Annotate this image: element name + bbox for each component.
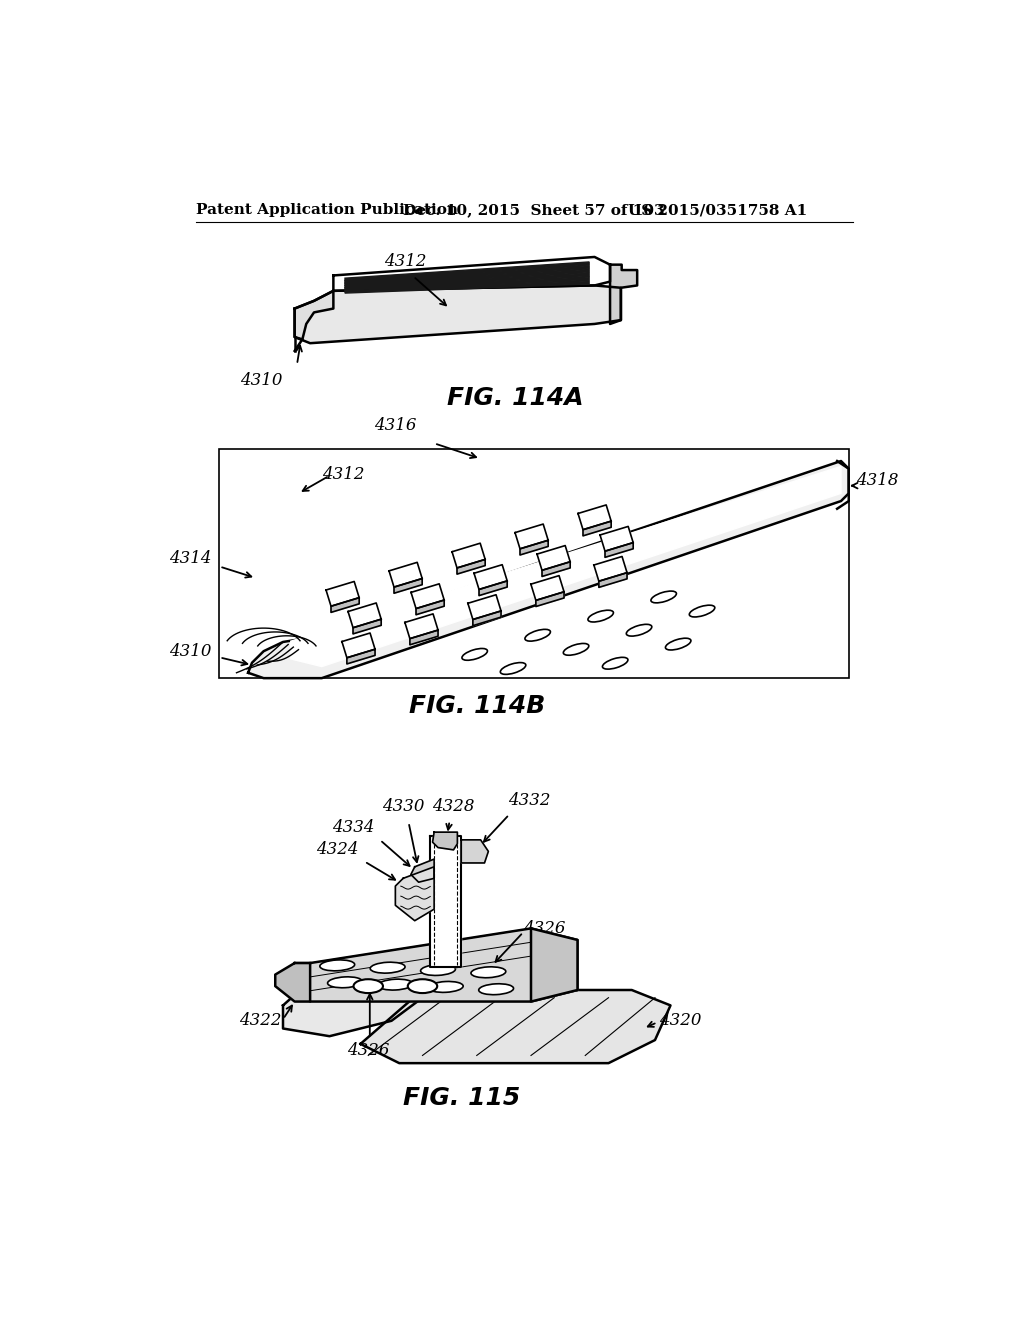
Text: 4314: 4314 [169,550,212,568]
Polygon shape [334,257,610,290]
Polygon shape [360,990,671,1063]
Polygon shape [394,578,422,593]
Text: 4326: 4326 [347,1043,389,1060]
Ellipse shape [478,983,514,995]
Text: Patent Application Publication: Patent Application Publication [197,203,458,216]
Polygon shape [432,832,458,850]
FancyBboxPatch shape [219,449,849,678]
Text: FIG. 114B: FIG. 114B [409,693,545,718]
Text: US 2015/0351758 A1: US 2015/0351758 A1 [628,203,807,216]
Text: 4326: 4326 [523,920,565,937]
Text: 4310: 4310 [169,643,212,660]
Text: 4328: 4328 [432,799,475,816]
Polygon shape [530,576,564,601]
Text: 4316: 4316 [374,417,417,434]
Ellipse shape [353,979,383,993]
Ellipse shape [588,610,613,622]
Polygon shape [345,269,589,286]
Ellipse shape [689,605,715,616]
Polygon shape [345,273,589,288]
Polygon shape [326,582,359,606]
Polygon shape [416,601,444,615]
Polygon shape [610,264,637,323]
Text: 4334: 4334 [332,818,375,836]
Text: 4324: 4324 [316,841,359,858]
Polygon shape [411,859,434,882]
Polygon shape [353,619,381,634]
Ellipse shape [462,648,487,660]
Polygon shape [468,595,501,619]
Text: 4320: 4320 [658,1012,701,1030]
Polygon shape [283,960,438,1036]
Text: Dec. 10, 2015  Sheet 57 of 103: Dec. 10, 2015 Sheet 57 of 103 [403,203,665,216]
Polygon shape [342,634,375,657]
Polygon shape [410,630,438,644]
Polygon shape [291,466,841,667]
Ellipse shape [602,657,628,669]
Polygon shape [345,281,589,293]
Polygon shape [542,562,570,577]
Ellipse shape [328,977,362,987]
Polygon shape [295,928,578,1002]
Polygon shape [331,598,359,612]
Ellipse shape [371,962,406,973]
Polygon shape [347,649,375,664]
Text: FIG. 114A: FIG. 114A [447,385,584,409]
Polygon shape [395,867,434,921]
Ellipse shape [319,960,354,970]
Polygon shape [461,840,488,863]
Polygon shape [430,836,461,966]
Polygon shape [345,261,589,281]
Polygon shape [537,545,570,570]
Ellipse shape [525,630,551,642]
Polygon shape [474,565,507,590]
Ellipse shape [651,591,677,603]
Polygon shape [345,265,589,284]
Ellipse shape [408,979,437,993]
Text: 4312: 4312 [384,253,426,271]
Polygon shape [345,277,589,290]
Polygon shape [600,527,633,552]
Polygon shape [404,614,438,639]
Polygon shape [348,603,381,628]
Ellipse shape [471,966,506,978]
Polygon shape [473,611,501,626]
Text: 4310: 4310 [241,372,283,389]
Polygon shape [531,928,578,1002]
Polygon shape [295,285,621,343]
Text: FIG. 115: FIG. 115 [402,1086,520,1110]
Text: 4332: 4332 [508,792,550,809]
Ellipse shape [501,663,525,675]
Polygon shape [479,581,507,595]
Polygon shape [457,560,485,574]
Polygon shape [594,557,627,581]
Text: 4322: 4322 [239,1012,282,1030]
Polygon shape [411,583,444,609]
Text: 4312: 4312 [322,466,365,483]
Text: 4318: 4318 [856,471,899,488]
Text: 4330: 4330 [382,799,424,816]
Polygon shape [536,591,564,606]
Polygon shape [515,524,548,549]
Polygon shape [605,543,633,557]
Polygon shape [452,544,485,568]
Ellipse shape [421,965,456,975]
Ellipse shape [428,982,463,993]
Ellipse shape [666,638,691,649]
Polygon shape [389,562,422,587]
Polygon shape [520,540,548,554]
Polygon shape [583,521,611,536]
Ellipse shape [627,624,652,636]
Ellipse shape [563,643,589,655]
Polygon shape [599,573,627,587]
Ellipse shape [378,979,413,990]
Polygon shape [578,506,611,529]
Polygon shape [248,461,849,678]
Polygon shape [295,290,334,339]
Polygon shape [275,964,310,1002]
